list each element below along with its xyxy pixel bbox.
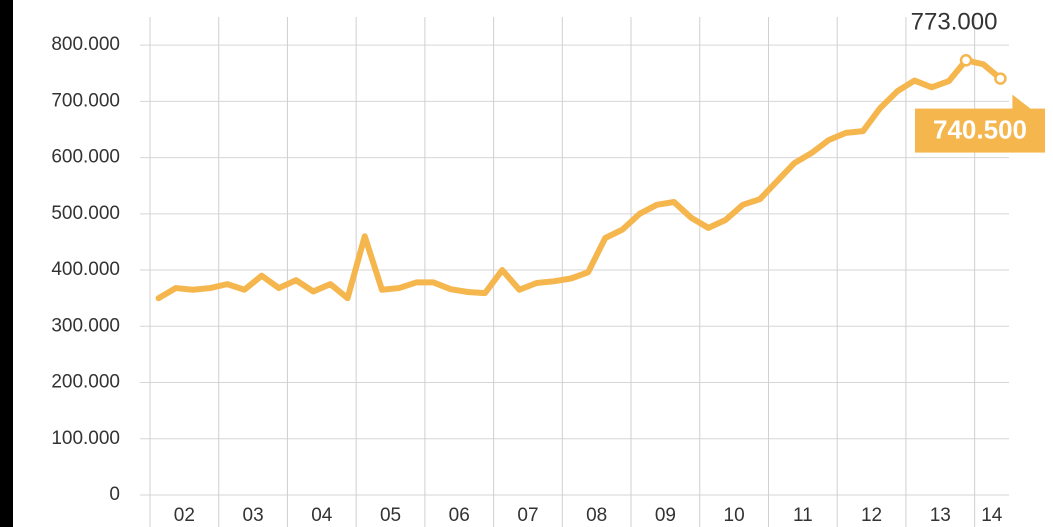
- x-tick-label: 10: [724, 505, 745, 526]
- y-tick-label: 800.000: [51, 34, 120, 55]
- left-edge: [0, 0, 13, 527]
- x-tick-label: 02: [174, 505, 195, 526]
- x-tick-label: 05: [380, 505, 401, 526]
- x-tick-label: 09: [655, 505, 676, 526]
- y-tick-label: 400.000: [51, 259, 120, 280]
- last-value-label: 740.500: [933, 114, 1027, 144]
- x-tick-label: 06: [449, 505, 470, 526]
- y-tick-label: 700.000: [51, 90, 120, 111]
- x-tick-label: 14: [981, 505, 1003, 526]
- x-tick-label: 04: [311, 505, 333, 526]
- x-tick-label: 13: [930, 505, 951, 526]
- y-tick-label: 200.000: [51, 372, 120, 393]
- callout-arrow: [1012, 94, 1031, 113]
- x-tick-label: 07: [517, 505, 538, 526]
- y-tick-label: 0: [109, 484, 120, 505]
- y-tick-label: 500.000: [51, 203, 120, 224]
- x-tick-label: 08: [586, 505, 607, 526]
- highlight-marker: [959, 54, 973, 67]
- x-tick-label: 12: [861, 505, 882, 526]
- y-tick-label: 100.000: [51, 428, 120, 449]
- x-tick-label: 11: [793, 505, 813, 526]
- highlight-marker: [994, 72, 1007, 85]
- data-line: [155, 57, 1004, 302]
- y-tick-label: 600.000: [51, 147, 120, 168]
- peak-label: 773.000: [911, 8, 998, 35]
- x-tick-label: 03: [243, 505, 264, 526]
- callout-box: [915, 108, 1045, 153]
- y-tick-label: 300.000: [51, 315, 120, 336]
